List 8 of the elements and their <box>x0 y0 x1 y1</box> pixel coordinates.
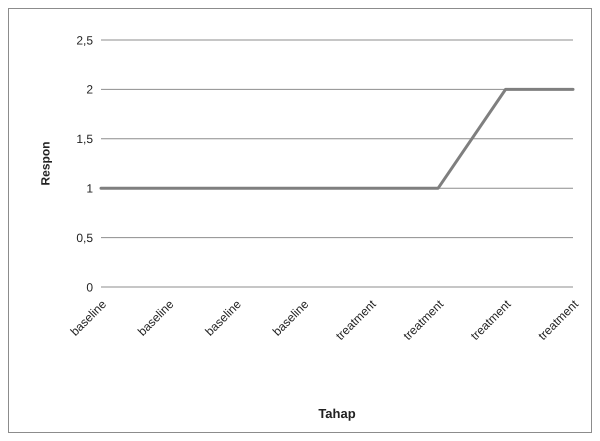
y-tick-label: 2 <box>86 82 94 97</box>
y-tick-label: 2,5 <box>76 33 94 48</box>
x-axis-title: Tahap <box>318 406 356 421</box>
y-tick-label: 0,5 <box>76 230 94 245</box>
y-tick-label: 0 <box>86 280 94 294</box>
y-tick-label: 1,5 <box>76 132 94 146</box>
y-axis-title: Respon <box>38 141 52 186</box>
y-tick-label: 1 <box>86 181 94 196</box>
